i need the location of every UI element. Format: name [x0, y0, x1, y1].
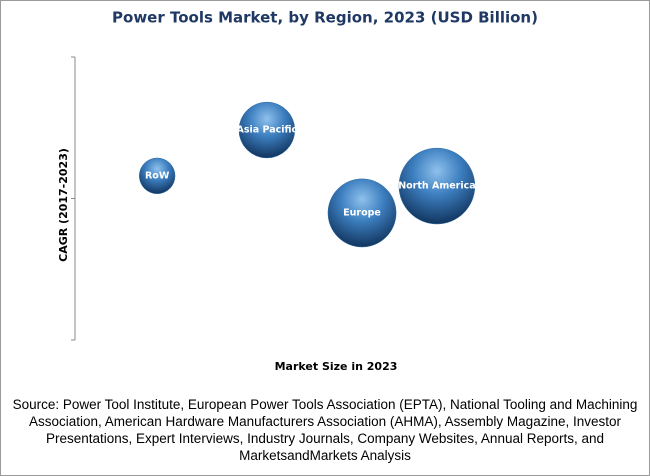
bubble-label: North America [398, 181, 475, 192]
bubble [139, 157, 176, 194]
bubble-label: Europe [343, 207, 381, 218]
chart-title: Power Tools Market, by Region, 2023 (USD… [112, 9, 538, 27]
bubble-label: RoW [145, 170, 170, 181]
bubble [327, 178, 397, 248]
y-axis-label: CAGR (2017-2023) [57, 148, 70, 262]
bubble [398, 147, 476, 225]
source-box: Source: Power Tool Institute, European P… [12, 397, 638, 463]
bubble-label: Asia Pacific [237, 125, 298, 136]
source: Source: Power Tool Institute, European P… [12, 397, 638, 463]
x-axis-label: Market Size in 2023 [275, 360, 398, 373]
bubble [238, 101, 296, 159]
